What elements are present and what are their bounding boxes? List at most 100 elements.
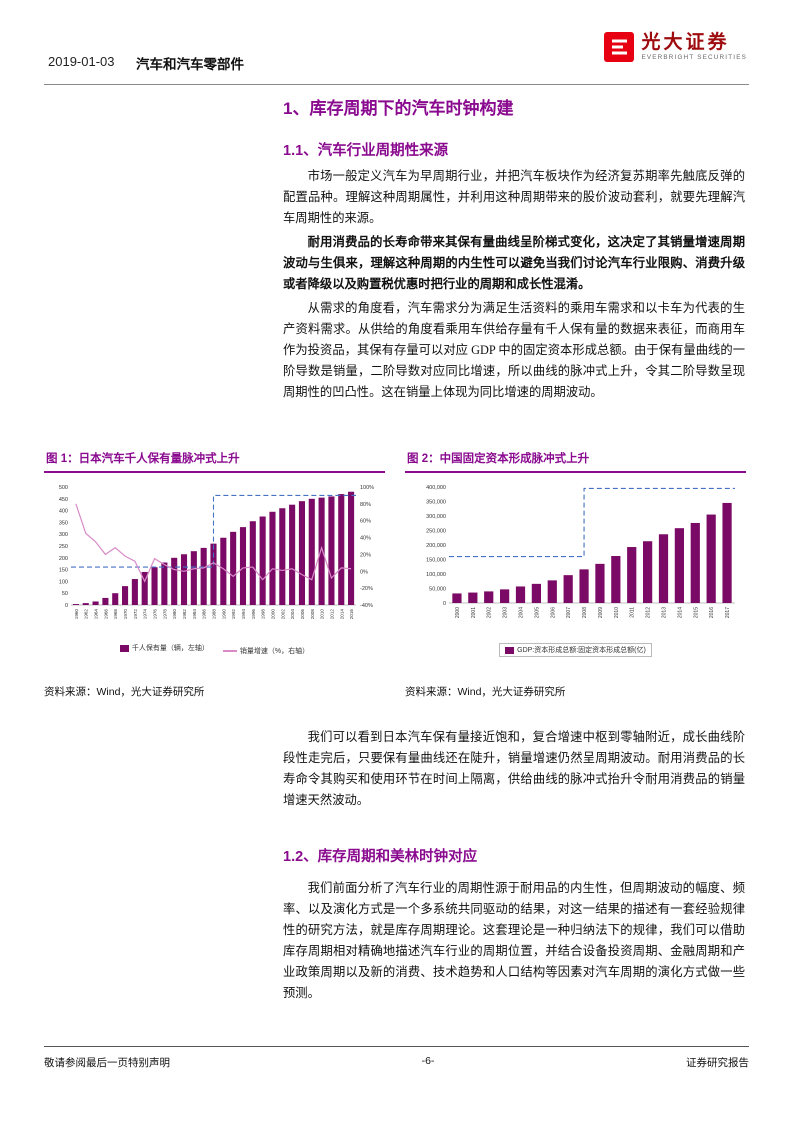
legend-label-gdp-capital: GDP:资本形成总额:固定资本形成总额(亿) [517,647,646,654]
svg-text:2013: 2013 [662,607,668,618]
svg-text:1976: 1976 [153,609,158,620]
figure-1-source: 资料来源：Wind，光大证券研究所 [44,686,205,698]
svg-text:2007: 2007 [566,607,572,618]
svg-text:2008: 2008 [582,607,588,618]
svg-text:1986: 1986 [202,609,207,620]
page-number: -6- [421,1055,435,1067]
svg-text:2014: 2014 [677,607,683,618]
figure-1: 图 1：日本汽车千人保有量脉冲式上升 0 50 100 150 200 250 300 350… [44,447,385,656]
svg-text:1960: 1960 [74,609,79,620]
industry-category: 汽车和汽车零部件 [136,57,244,72]
svg-text:20%: 20% [360,552,371,558]
svg-text:40%: 40% [360,536,371,542]
svg-text:1992: 1992 [231,609,236,620]
svg-text:-40%: -40% [360,603,373,609]
svg-text:200,000: 200,000 [426,543,446,549]
svg-text:1970: 1970 [123,609,128,620]
svg-text:2000: 2000 [455,607,461,618]
figure-2-legend: GDP:资本形成总额:固定资本形成总额(亿) [405,643,746,657]
svg-text:1996: 1996 [251,609,256,620]
svg-text:1998: 1998 [261,609,266,620]
svg-text:80%: 80% [360,502,371,508]
svg-text:2003: 2003 [503,607,509,618]
page-footer: 敬请参阅最后一页特别声明 -6- 证券研究报告 [44,1055,749,1070]
svg-text:250: 250 [59,544,68,550]
section-1-2-title: 1.2、库存周期和美林时钟对应 [283,849,478,865]
svg-text:250,000: 250,000 [426,529,446,535]
svg-text:1966: 1966 [103,609,108,620]
svg-text:2009: 2009 [598,607,604,618]
svg-text:2004: 2004 [290,609,295,620]
svg-text:1990: 1990 [221,609,226,620]
svg-text:2014: 2014 [339,609,344,620]
svg-text:0%: 0% [360,569,368,575]
svg-text:1982: 1982 [182,609,187,620]
svg-text:0: 0 [65,603,68,609]
svg-text:450: 450 [59,497,68,503]
footer-divider [44,1046,749,1047]
legend-label-sales-growth: 销量增速（%，右轴） [239,647,310,655]
svg-text:300,000: 300,000 [426,514,446,520]
paragraph-5: 我们前面分析了汽车行业的周期性源于耐用品的内生性，但周期波动的幅度、频率、以及演… [283,881,745,1000]
svg-text:1980: 1980 [172,609,177,620]
svg-text:2008: 2008 [310,609,315,620]
svg-text:50: 50 [62,591,68,597]
svg-text:200: 200 [59,556,68,562]
svg-text:500: 500 [59,485,68,491]
svg-text:2006: 2006 [300,609,305,620]
svg-text:1968: 1968 [113,609,118,620]
svg-text:2017: 2017 [725,607,731,618]
svg-text:2016: 2016 [709,607,715,618]
brand-subtitle: EVERBRIGHT SECURITIES [641,53,747,61]
svg-text:2012: 2012 [329,609,334,620]
svg-text:1994: 1994 [241,609,246,620]
svg-text:1974: 1974 [143,609,148,620]
svg-text:2011: 2011 [630,607,636,618]
svg-text:100%: 100% [360,485,374,491]
svg-text:2016: 2016 [349,609,354,620]
line-series-swatch [222,649,237,652]
svg-text:2015: 2015 [693,607,699,618]
svg-text:1984: 1984 [192,609,197,620]
svg-text:1988: 1988 [212,609,217,620]
paragraph-3: 从需求的角度看，汽车需求分为满足生活资料的乘用车需求和以卡车为代表的生产资料需求… [283,301,745,399]
svg-text:1978: 1978 [162,609,167,620]
svg-text:50,000: 50,000 [429,587,446,593]
figure-2-title: 图 2：中国固定资本形成脉冲式上升 [405,447,746,473]
svg-text:150: 150 [59,568,68,574]
section-1-1-title: 1.1、汽车行业周期性来源 [283,143,449,159]
everbright-logo-icon [604,32,635,62]
svg-text:2010: 2010 [320,609,325,620]
svg-text:1964: 1964 [94,609,99,620]
svg-text:300: 300 [59,532,68,538]
paragraph-1: 市场一般定义汽车为早周期行业，并把汽车板块作为经济复苏期率先触底反弹的配置品种。… [283,169,745,225]
svg-text:400: 400 [59,509,68,515]
svg-text:60%: 60% [360,519,371,525]
svg-text:2002: 2002 [487,607,493,618]
svg-text:2004: 2004 [519,607,525,618]
svg-text:2006: 2006 [550,607,556,618]
svg-text:350: 350 [59,520,68,526]
svg-text:2002: 2002 [280,609,285,620]
brand-logo: 光大证券 EVERBRIGHT SECURITIES [604,32,747,62]
svg-text:2000: 2000 [270,609,275,620]
svg-text:400,000: 400,000 [426,485,446,491]
figure-2: 图 2：中国固定资本形成脉冲式上升 0 50,000 100,000 150,000 2… [405,447,746,657]
svg-text:2001: 2001 [471,607,477,618]
bar-series-swatch [119,644,129,652]
svg-text:150,000: 150,000 [426,558,446,564]
bar-series-swatch [505,646,515,654]
figure-2-chart: 0 50,000 100,000 150,000 200,000 250,000 300,0… [426,485,735,618]
svg-text:2010: 2010 [614,607,620,618]
section-1-title: 1、库存周期下的汽车时钟构建 [283,99,514,118]
svg-text:0: 0 [443,601,446,607]
svg-text:-20%: -20% [360,586,373,592]
svg-text:100,000: 100,000 [426,572,446,578]
figure-1-legend: 千人保有量（辆，左轴） 销量增速（%，右轴） [44,643,385,656]
svg-text:2005: 2005 [534,607,540,618]
svg-text:1972: 1972 [133,609,138,620]
paragraph-2: 耐用消费品的长寿命带来其保有量曲线呈阶梯式变化，这决定了其销量增速周期波动与生俱… [283,235,745,291]
figure-1-title: 图 1：日本汽车千人保有量脉冲式上升 [44,447,385,473]
paragraph-4: 我们可以看到日本汽车保有量接近饱和，复合增速中枢到零轴附近，成长曲线阶段性走完后… [283,730,745,807]
